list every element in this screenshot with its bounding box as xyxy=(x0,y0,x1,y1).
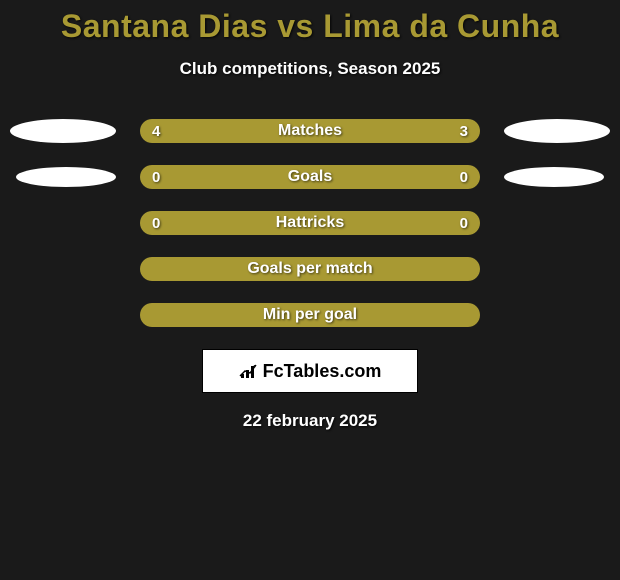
stat-row-min-per-goal: Min per goal xyxy=(0,303,620,327)
stat-right-value: 3 xyxy=(460,123,468,140)
right-marker-ellipse xyxy=(504,119,610,143)
source-logo-box: FcTables.com xyxy=(202,349,418,393)
page-title: Santana Dias vs Lima da Cunha xyxy=(0,8,620,45)
stat-left-value: 0 xyxy=(152,215,160,232)
stat-rows: 4 Matches 3 0 Goals 0 0 Hattricks xyxy=(0,119,620,327)
right-marker-ellipse xyxy=(504,167,604,187)
page-subtitle: Club competitions, Season 2025 xyxy=(0,59,620,79)
stat-right-value: 0 xyxy=(460,215,468,232)
stat-bar: 4 Matches 3 xyxy=(140,119,480,143)
stat-bar: 0 Hattricks 0 xyxy=(140,211,480,235)
stat-label: Hattricks xyxy=(276,214,344,232)
stat-label: Goals per match xyxy=(247,260,372,278)
stat-bar: Min per goal xyxy=(140,303,480,327)
left-marker-ellipse xyxy=(16,167,116,187)
stat-left-value: 4 xyxy=(152,123,160,140)
spacer xyxy=(10,257,116,281)
stat-row-matches: 4 Matches 3 xyxy=(0,119,620,143)
stat-row-goals: 0 Goals 0 xyxy=(0,165,620,189)
comparison-infographic: Santana Dias vs Lima da Cunha Club compe… xyxy=(0,0,620,431)
source-logo-text: FcTables.com xyxy=(263,361,382,382)
left-marker-ellipse xyxy=(10,119,116,143)
spacer xyxy=(504,257,610,281)
spacer xyxy=(10,211,116,235)
bar-chart-icon xyxy=(239,362,259,380)
stat-row-hattricks: 0 Hattricks 0 xyxy=(0,211,620,235)
spacer xyxy=(504,303,610,327)
stat-label: Matches xyxy=(278,122,342,140)
stat-bar: Goals per match xyxy=(140,257,480,281)
stat-right-value: 0 xyxy=(460,169,468,186)
stat-row-goals-per-match: Goals per match xyxy=(0,257,620,281)
stat-label: Min per goal xyxy=(263,306,357,324)
date-label: 22 february 2025 xyxy=(0,411,620,431)
source-logo: FcTables.com xyxy=(239,361,382,382)
spacer xyxy=(10,303,116,327)
stat-bar: 0 Goals 0 xyxy=(140,165,480,189)
stat-left-value: 0 xyxy=(152,169,160,186)
spacer xyxy=(504,211,610,235)
stat-label: Goals xyxy=(288,168,332,186)
